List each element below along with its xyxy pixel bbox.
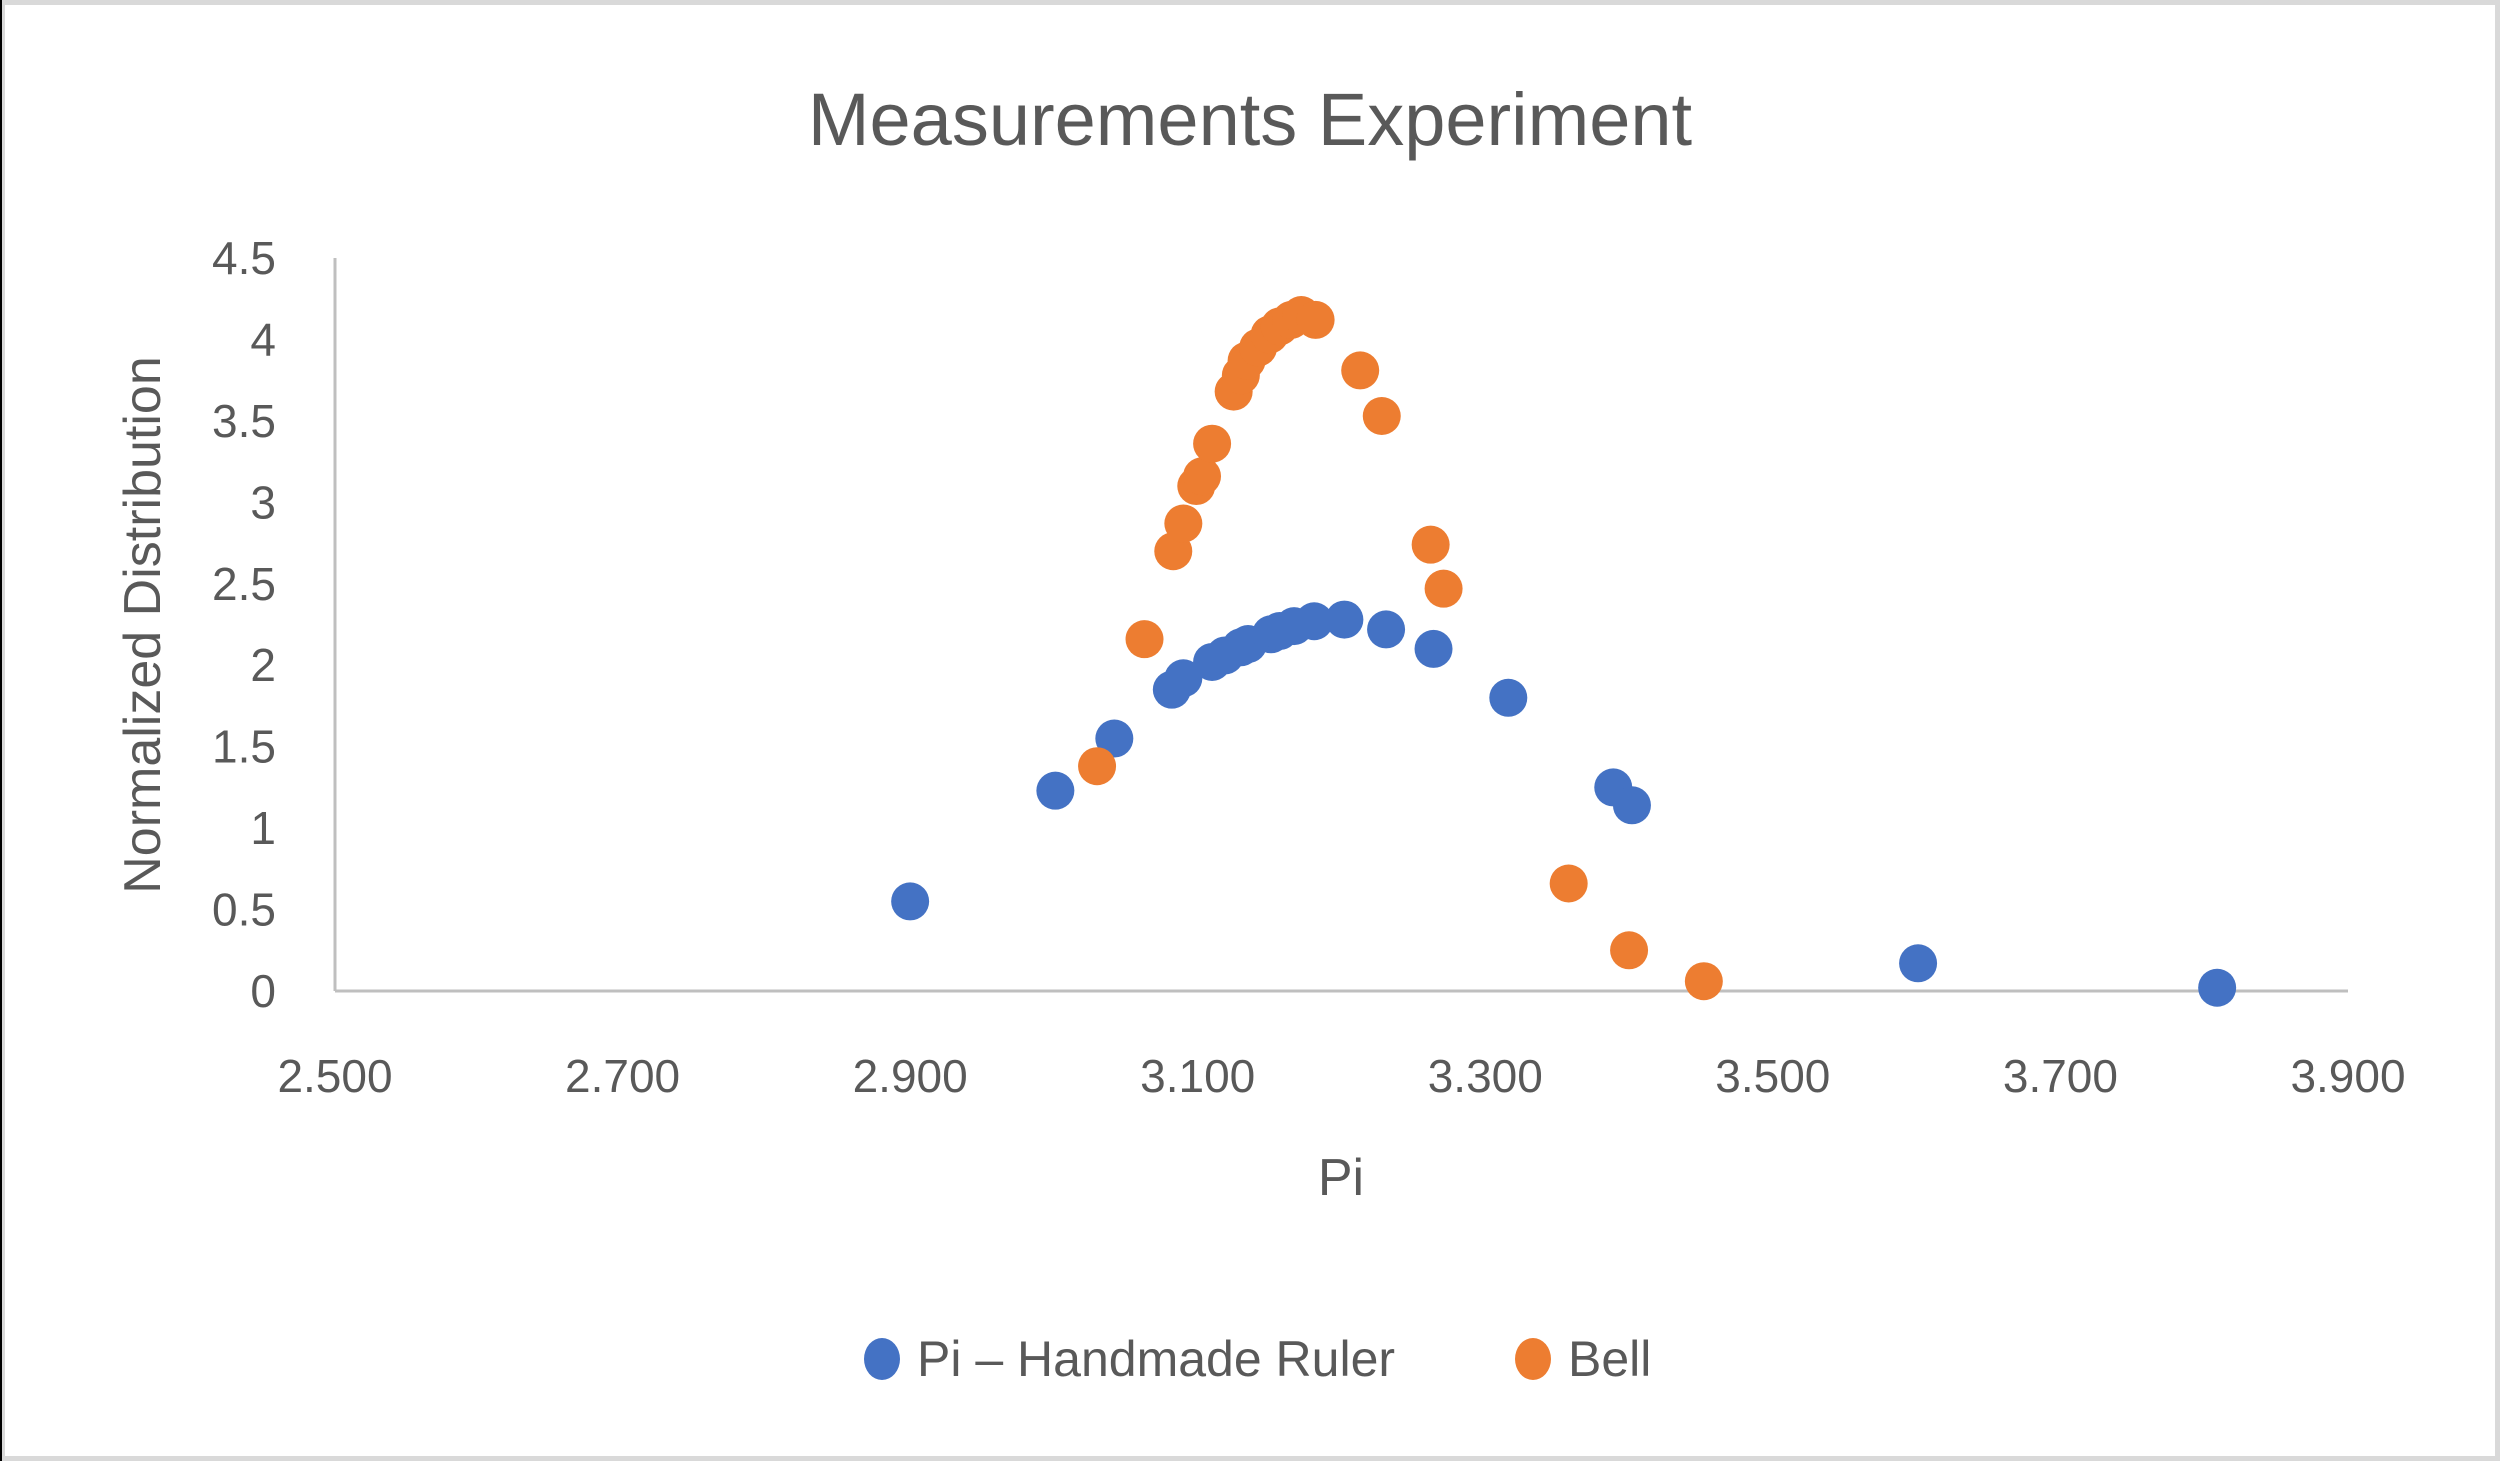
- x-tick-label: 3.900: [2290, 1050, 2405, 1102]
- y-tick-label: 3.5: [212, 395, 276, 447]
- y-tick-label: 3: [250, 476, 276, 528]
- data-point[interactable]: [1489, 678, 1528, 717]
- data-point[interactable]: [1424, 569, 1463, 608]
- x-tick-label: 2.700: [565, 1050, 680, 1102]
- data-point[interactable]: [891, 882, 930, 921]
- legend-label-bell: Bell: [1568, 1331, 1651, 1387]
- x-tick-label: 2.500: [277, 1050, 392, 1102]
- x-axis-ticks: 2.500 2.700 2.900 3.100 3.300 3.500 3.700 3.900: [277, 1050, 2405, 1102]
- x-tick-label: 3.500: [1715, 1050, 1830, 1102]
- data-point[interactable]: [1095, 719, 1134, 758]
- data-point[interactable]: [1295, 602, 1334, 641]
- y-axis-title: Normalized Distribution: [114, 356, 172, 894]
- legend-marker-orange-icon: [1515, 1338, 1551, 1380]
- data-point[interactable]: [1183, 457, 1222, 496]
- y-tick-label: 1.5: [212, 721, 276, 773]
- y-tick-label: 4.5: [212, 232, 276, 284]
- data-point[interactable]: [1296, 300, 1335, 339]
- data-point[interactable]: [1341, 351, 1380, 390]
- y-tick-label: 2.5: [212, 558, 276, 610]
- data-point[interactable]: [1549, 864, 1588, 903]
- x-tick-label: 3.100: [1140, 1050, 1255, 1102]
- x-axis-title: Pi: [1318, 1149, 1364, 1207]
- legend-item-bell[interactable]: Bell: [1515, 1331, 1651, 1387]
- data-point[interactable]: [1036, 771, 1075, 810]
- data-point[interactable]: [1193, 424, 1232, 463]
- data-point[interactable]: [1362, 397, 1401, 436]
- legend-marker-blue-icon: [864, 1338, 900, 1380]
- y-axis-title-group: Normalized Distribution: [114, 356, 172, 894]
- legend: Pi – Handmade Ruler Bell: [864, 1331, 1651, 1387]
- data-point[interactable]: [1367, 610, 1406, 649]
- data-point[interactable]: [1164, 504, 1203, 543]
- y-axis-ticks: 0 0.5 1 1.5 2 2.5 3 3.5 4 4.5: [212, 232, 276, 1017]
- legend-item-handmade-ruler[interactable]: Pi – Handmade Ruler: [864, 1331, 1395, 1387]
- y-tick-label: 0: [250, 965, 276, 1017]
- y-tick-label: 0.5: [212, 884, 276, 936]
- x-tick-label: 3.700: [2003, 1050, 2118, 1102]
- legend-label-handmade-ruler: Pi – Handmade Ruler: [917, 1331, 1395, 1387]
- data-point[interactable]: [2198, 968, 2237, 1007]
- y-tick-label: 1: [250, 802, 276, 854]
- plot-area: [891, 296, 2237, 1007]
- data-point[interactable]: [1078, 747, 1117, 786]
- data-point[interactable]: [1899, 944, 1938, 983]
- data-point[interactable]: [1610, 931, 1649, 970]
- data-point[interactable]: [1325, 600, 1364, 639]
- data-point[interactable]: [1411, 525, 1450, 564]
- y-tick-label: 2: [250, 639, 276, 691]
- y-tick-label: 4: [250, 313, 276, 365]
- x-tick-label: 3.300: [1428, 1050, 1543, 1102]
- data-point[interactable]: [1612, 786, 1651, 825]
- series-handmade-ruler: [891, 600, 2237, 1007]
- data-point[interactable]: [1164, 659, 1203, 698]
- data-point[interactable]: [1684, 962, 1723, 1001]
- data-point[interactable]: [1414, 629, 1453, 668]
- x-tick-label: 2.900: [853, 1050, 968, 1102]
- series-bell: [1078, 296, 1723, 1001]
- data-point[interactable]: [1125, 620, 1164, 659]
- chart-title: Measurements Experiment: [808, 78, 1693, 161]
